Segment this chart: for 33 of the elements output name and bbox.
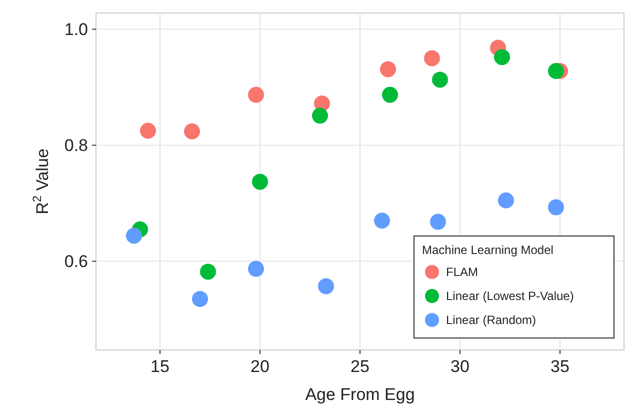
- point: [380, 61, 396, 78]
- point: [494, 49, 510, 66]
- point: [248, 86, 264, 103]
- legend-title: Machine Learning Model: [422, 243, 554, 257]
- point: [498, 192, 514, 208]
- point: [548, 63, 564, 80]
- point: [318, 278, 334, 294]
- point: [248, 260, 264, 277]
- x-tick-label: 30: [450, 357, 470, 376]
- legend-label: Linear (Random): [446, 313, 536, 328]
- point: [424, 50, 440, 66]
- x-axis-title: Age From Egg: [305, 385, 415, 404]
- point: [548, 199, 564, 216]
- point: [140, 122, 156, 139]
- point: [312, 108, 328, 124]
- point: [374, 212, 390, 229]
- y-tick-label: 1.0: [64, 20, 88, 40]
- point: [252, 174, 268, 190]
- y-tick-label: 0.6: [64, 252, 88, 272]
- legend-label: FLAM: [446, 265, 478, 280]
- x-tick-label: 25: [350, 357, 370, 376]
- point: [430, 214, 446, 230]
- x-tick-label: 35: [550, 357, 570, 376]
- point: [432, 72, 448, 88]
- point: [200, 264, 216, 280]
- x-tick-label: 20: [250, 357, 270, 376]
- x-tick-label: 15: [150, 357, 170, 376]
- legend-label: Linear (Lowest P-Value): [446, 289, 574, 304]
- y-tick-label: 0.8: [64, 136, 88, 156]
- point: [382, 86, 398, 103]
- point: [184, 123, 200, 140]
- point: [192, 290, 208, 307]
- point: [126, 228, 142, 244]
